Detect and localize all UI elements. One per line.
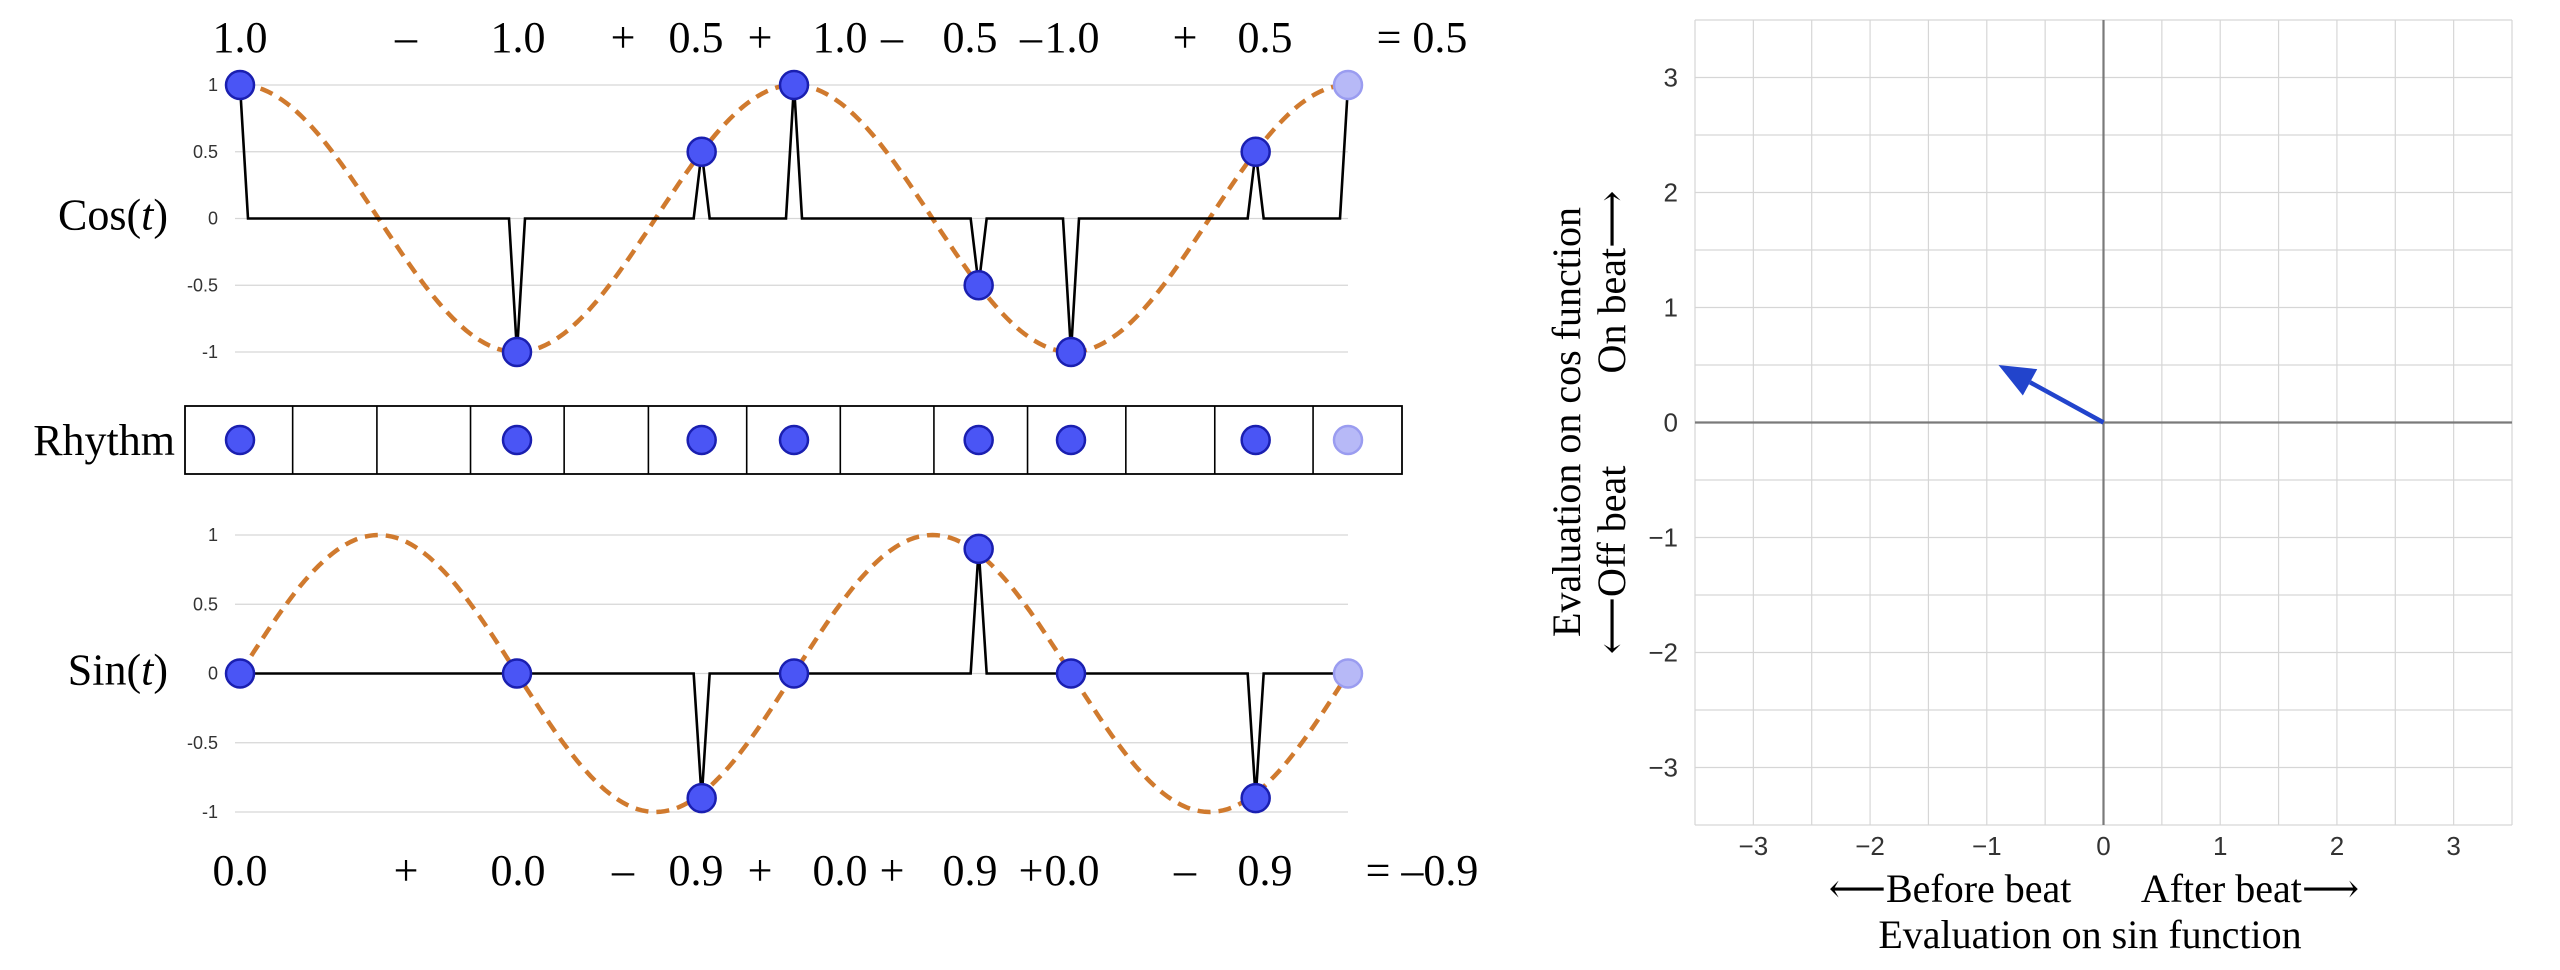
sum-term: + — [394, 846, 419, 895]
y-tick-label: -1 — [202, 802, 218, 822]
sum-term: + — [748, 846, 773, 895]
sum-term: – — [1173, 846, 1197, 895]
y-axis-title: Evaluation on cos function — [1544, 207, 1589, 637]
sum-term: 0.9 — [943, 846, 998, 895]
data-point — [1055, 336, 1087, 368]
data-point — [778, 658, 810, 689]
x-tick-label: 0 — [2096, 831, 2110, 861]
y-tick-label: 3 — [1664, 63, 1678, 93]
vector-panel: −3 −2 −1 0 1 2 3 3 2 1 0 −1 −2 −3 ⟵Before beat After be… — [1544, 19, 2513, 957]
x-tick-label: −2 — [1855, 831, 1885, 861]
y-tick-label: 0.5 — [193, 142, 218, 162]
faded-data-point — [1332, 69, 1364, 101]
data-point — [1240, 782, 1271, 814]
sum-term: 1.0 — [491, 13, 546, 62]
data-point — [778, 69, 810, 101]
y-tick-label: −2 — [1648, 638, 1678, 668]
faded-data-point — [1332, 658, 1364, 689]
rhythm-faded-onset — [1332, 424, 1364, 456]
sum-term: 0.0 — [491, 846, 546, 895]
sum-term: + — [880, 846, 905, 895]
y-tick-label: 1 — [208, 75, 218, 95]
rhythm-onset — [778, 424, 810, 456]
sum-term: = 0.5 — [1377, 13, 1468, 62]
y-tick-label: -1 — [202, 342, 218, 362]
y-tick-label: −3 — [1648, 753, 1678, 783]
sum-term: 1.0 — [213, 13, 268, 62]
y-tick-label: 2 — [1664, 178, 1678, 208]
sum-term: – — [611, 846, 635, 895]
x-tick-label: −3 — [1739, 831, 1769, 861]
rhythm-onset — [963, 424, 994, 456]
function-label: Cos(t) — [58, 191, 168, 240]
vector-arrow-head — [1998, 365, 2038, 396]
sum-term: – — [880, 13, 904, 62]
y-tick-label: 0 — [208, 209, 218, 229]
sum-term: + — [611, 13, 636, 62]
rhythm-onset — [686, 424, 717, 456]
sum-term: 0.0 — [813, 846, 868, 895]
x-tick-label: 1 — [2213, 831, 2227, 861]
sum-term: 0.0 — [213, 846, 268, 895]
data-point — [224, 658, 256, 689]
data-point — [501, 336, 533, 368]
data-point — [224, 69, 256, 101]
x-tick-label: 3 — [2446, 831, 2460, 861]
rhythm-onset — [501, 424, 533, 456]
y-label-on-beat: On beat⟶ — [1589, 191, 1634, 374]
sum-term: 0.5 — [943, 13, 998, 62]
y-tick-label: 0 — [208, 664, 218, 684]
sum-term: + — [748, 13, 773, 62]
x-axis-title: Evaluation on sin function — [1878, 912, 2301, 957]
sum-term: 0.9 — [1238, 846, 1293, 895]
data-point — [686, 136, 717, 167]
y-tick-label: −1 — [1648, 523, 1678, 553]
sum-term: 0.5 — [669, 13, 724, 62]
sum-term: + — [1173, 13, 1198, 62]
rhythm-onset — [1055, 424, 1087, 456]
rhythm-panel: Rhythm — [33, 405, 1403, 475]
sum-term: 0.5 — [1238, 13, 1293, 62]
data-point — [686, 782, 717, 814]
rhythm-label: Rhythm — [33, 416, 175, 465]
y-label-off-beat: ⟵Off beat — [1589, 466, 1634, 655]
y-tick-label: 1 — [208, 525, 218, 545]
y-tick-label: -0.5 — [187, 275, 218, 295]
y-tick-label: 0 — [1664, 408, 1678, 438]
sum-term: = –0.9 — [1366, 846, 1479, 895]
rhythm-spike-line — [238, 84, 1350, 353]
x-label-before-beat: ⟵Before beat — [1829, 866, 2072, 911]
x-label-after-beat: After beat⟶ — [2141, 866, 2359, 911]
function-label: Sin(t) — [68, 646, 168, 695]
y-tick-label: 0.5 — [193, 594, 218, 614]
sum-term: – — [394, 13, 418, 62]
sum-term: – — [1019, 13, 1043, 62]
y-tick-label: 1 — [1664, 293, 1678, 323]
data-point — [501, 658, 533, 689]
x-tick-label: 2 — [2330, 831, 2344, 861]
rhythm-onset — [1240, 424, 1271, 456]
x-tick-label: −1 — [1972, 831, 2002, 861]
rhythm-onset — [224, 424, 256, 456]
sum-term: 0.9 — [669, 846, 724, 895]
data-point — [1240, 136, 1271, 167]
sum-term: 0.0 — [1045, 846, 1100, 895]
vector-arrow-shaft — [2028, 380, 2105, 425]
sum-term: 1.0 — [813, 13, 868, 62]
y-tick-label: -0.5 — [187, 733, 218, 753]
sum-term: 1.0 — [1045, 13, 1100, 62]
data-point — [1055, 658, 1087, 689]
dashed-wave-curve — [239, 82, 1349, 355]
data-point — [963, 533, 994, 565]
data-point — [963, 270, 994, 301]
sum-term: + — [1019, 846, 1044, 895]
